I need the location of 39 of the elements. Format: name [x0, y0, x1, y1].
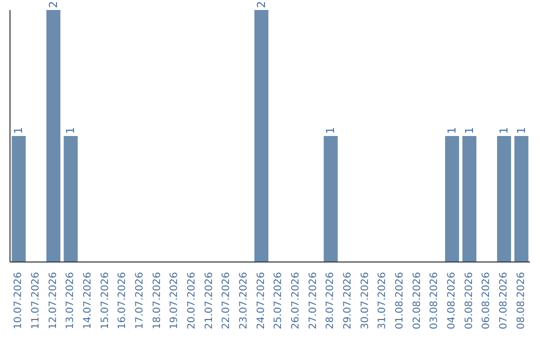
x-tick-label: 26.07.2026	[290, 272, 302, 330]
x-tick-label: 30.07.2026	[360, 272, 371, 330]
x-tick-label: 23.07.2026	[238, 272, 250, 330]
x-tick-label: 21.07.2026	[204, 272, 215, 330]
x-tick-label: 31.07.2026	[377, 272, 388, 330]
data-label: 1	[462, 127, 476, 134]
x-tick-label: 01.08.2026	[394, 272, 406, 330]
x-tick-label: 05.08.2026	[464, 272, 475, 330]
x-tick-label: 11.07.2026	[30, 272, 42, 330]
x-tick-label: 06.08.2026	[481, 272, 492, 330]
x-tick-label: 03.08.2026	[429, 272, 440, 330]
x-tick-label: 25.07.2026	[273, 272, 284, 330]
data-label: 1	[12, 127, 26, 134]
x-tick-label: 02.08.2026	[412, 272, 423, 330]
x-tick-label: 10.07.2026	[13, 272, 24, 330]
data-label: 2	[254, 1, 268, 8]
x-tick-label: 24.07.2026	[256, 272, 267, 330]
data-label: 2	[46, 1, 60, 8]
x-tick-label: 18.07.2026	[152, 272, 163, 330]
data-label: 1	[514, 127, 528, 134]
x-tick-label: 17.07.2026	[134, 272, 146, 330]
x-tick-label: 27.07.2026	[308, 272, 319, 330]
data-label: 1	[498, 127, 511, 134]
x-tick-label: 14.07.2026	[82, 272, 94, 330]
x-tick-label: 29.07.2026	[342, 272, 354, 330]
x-tick-label: 19.07.2026	[169, 272, 180, 330]
data-label: 1	[324, 127, 338, 134]
x-tick-label: 04.08.2026	[446, 272, 458, 330]
data-label: 1	[446, 127, 459, 134]
x-tick-label: 07.08.2026	[498, 272, 510, 330]
data-label: 1	[64, 127, 78, 134]
x-tick-label: 22.07.2026	[221, 272, 232, 330]
x-tick-label: 16.07.2026	[117, 272, 128, 330]
x-tick-label: 13.07.2026	[65, 272, 76, 330]
x-tick-label: 15.07.2026	[100, 272, 111, 330]
x-tick-label: 12.07.2026	[48, 272, 59, 330]
x-tick-label: 28.07.2026	[325, 272, 336, 330]
x-tick-label: 20.07.2026	[186, 272, 198, 330]
x-tick-label: 08.08.2026	[516, 272, 527, 330]
